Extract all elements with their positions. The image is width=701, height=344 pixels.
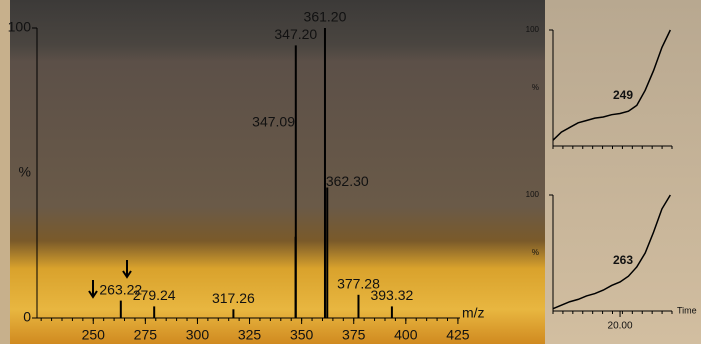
y-axis-label: % [532, 248, 539, 257]
x-tick-label: 20.00 [608, 321, 633, 332]
x-tick-label: 325 [238, 327, 262, 343]
y-tick-label: 100 [8, 19, 32, 35]
peak-label: 362.30 [326, 173, 369, 189]
peak-label: 279.24 [133, 287, 176, 303]
x-axis-label: Time [677, 305, 697, 315]
chart: 2502753003253503754004250100%m/z263.2227… [0, 0, 701, 344]
x-tick-label: 375 [342, 327, 366, 343]
y-tick-label: 0 [23, 309, 31, 325]
annotation: 249 [613, 88, 633, 102]
y-axis-label: % [532, 83, 539, 92]
peak-label: 347.20 [274, 26, 317, 42]
annotation: 263 [613, 253, 633, 267]
x-tick-label: 250 [82, 327, 106, 343]
x-tick-label: 275 [134, 327, 158, 343]
x-tick-label: 300 [186, 327, 210, 343]
peak-label: 361.20 [304, 9, 347, 25]
x-axis-label: m/z [462, 305, 485, 321]
x-tick-label: 350 [290, 327, 314, 343]
side-panel [545, 0, 701, 344]
page: {"chart_data": [ {"type": "stick", "x_la… [0, 0, 701, 344]
y-tick-label: 100 [526, 190, 540, 199]
x-tick-label: 425 [446, 327, 470, 343]
peak-label: 317.26 [212, 290, 255, 306]
y-tick-label: 100 [526, 25, 540, 34]
peak-label: 347.09 [252, 114, 295, 130]
peak-label: 393.32 [370, 287, 413, 303]
x-tick-label: 400 [394, 327, 418, 343]
y-axis-label: % [19, 164, 31, 180]
